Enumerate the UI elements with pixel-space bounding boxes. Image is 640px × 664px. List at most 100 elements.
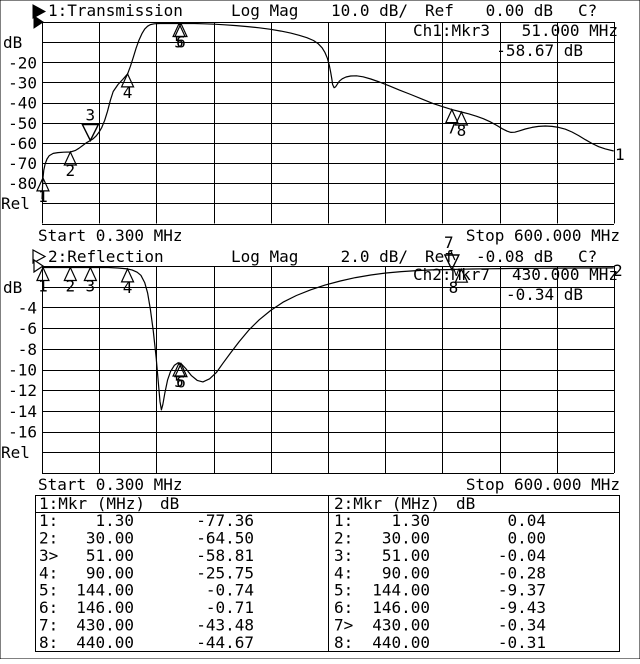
table-marker-db: -0.31 — [498, 633, 546, 652]
marker-7-label: 7 — [447, 119, 457, 138]
ch1-rel-label: Rel — [1, 194, 30, 213]
ch1-title: 1:Transmission — [48, 1, 183, 20]
ch2-start-freq: Start 0.300 MHz — [38, 475, 183, 494]
table-marker-freq: 90.00 — [382, 563, 430, 582]
marker-8-icon — [454, 110, 469, 126]
ch2-status-flag: C? — [578, 247, 597, 266]
marker-2-label: 2 — [66, 277, 76, 296]
marker-table-frame — [35, 495, 620, 652]
marker-1-icon — [36, 176, 50, 192]
table-marker-freq: 30.00 — [86, 528, 134, 547]
ch1-marker-readout-value: -58.67 dB — [496, 41, 583, 60]
ch2-rel-label: Rel — [1, 443, 30, 462]
ch1-ref-label: Ref — [425, 1, 454, 20]
marker-4-label: 4 — [123, 83, 133, 102]
trace-line — [42, 266, 614, 411]
marker-6-label: 6 — [176, 373, 186, 392]
active-marker-7-icon — [443, 254, 460, 272]
ch2-trace-number: 2 — [613, 261, 623, 280]
marker-1-label: 1 — [38, 187, 48, 206]
table-marker-db: -64.50 — [196, 528, 254, 547]
marker-3-label: 3 — [86, 106, 96, 125]
y-tick-label: -16 — [8, 423, 37, 442]
table-marker-freq: 30.00 — [382, 528, 430, 547]
y-tick-label: -60 — [8, 134, 37, 153]
ch2-marker-readout-label: Ch2:Mkr7 — [413, 265, 490, 284]
table-marker-freq: 1.30 — [95, 511, 134, 530]
table-marker-db: 0.00 — [507, 528, 546, 547]
table-marker-db: -0.74 — [206, 581, 254, 600]
marker-8-label: 8 — [449, 278, 459, 297]
y-tick-label: -20 — [8, 53, 37, 72]
table-marker-freq: 440.00 — [372, 633, 430, 652]
ch2-ref-label: Ref — [425, 247, 454, 266]
marker-table-col2-header: 2:Mkr (MHz) — [334, 494, 440, 513]
ch1-marker-readout-label: Ch1:Mkr3 — [413, 21, 490, 40]
table-marker-number: 4: — [334, 563, 353, 582]
marker-1-label: 1 — [38, 277, 48, 296]
y-tick-label: -6 — [18, 319, 37, 338]
marker-3-icon — [83, 266, 98, 282]
marker-2-icon — [63, 266, 78, 282]
marker-table-col2-unit: dB — [456, 494, 475, 513]
table-marker-db: -44.67 — [196, 633, 254, 652]
ch1-trace — [41, 22, 614, 200]
table-marker-number: 6: — [334, 598, 353, 617]
marker-table-rows: 1: 1.30 -77.36 2: 30.00 -64.50 3> 51.00 -58.81 4:… — [39, 511, 546, 652]
table-marker-freq: 430.00 — [372, 616, 430, 635]
ch2-marker-readout-freq: 430.000 MHz — [512, 265, 618, 284]
marker-8-icon — [454, 267, 469, 283]
marker-6-icon — [174, 362, 188, 378]
ch2-trace — [42, 266, 614, 411]
table-marker-db: -58.81 — [196, 546, 254, 565]
marker-2-icon — [63, 150, 78, 166]
y-tick-label: -12 — [8, 381, 37, 400]
y-tick-label: -30 — [8, 73, 37, 92]
table-marker-number: 7: — [39, 616, 58, 635]
y-tick-label: -80 — [8, 174, 37, 193]
table-marker-db: -0.71 — [206, 598, 254, 617]
y-tick-label: -50 — [8, 114, 37, 133]
table-marker-number: 3: — [334, 546, 353, 565]
table-marker-freq: 146.00 — [372, 598, 430, 617]
ch2-ref-level-icon — [33, 258, 45, 274]
ch2-y-axis-labels: -4 -6 -8 -10-12 -14 -16 — [8, 298, 37, 441]
table-marker-number: 6: — [39, 598, 58, 617]
ch2-ref-value: -0.08 dB — [476, 247, 553, 266]
y-tick-label: -14 — [8, 402, 37, 421]
marker-4-icon — [120, 267, 135, 283]
y-tick-label: -10 — [8, 361, 37, 380]
table-marker-db: -0.04 — [498, 546, 546, 565]
table-marker-number: 2: — [334, 528, 353, 547]
ch1-marker-readout-freq: 51.000 MHz — [522, 21, 618, 40]
table-marker-number: 1: — [334, 511, 353, 530]
ch2-title: 2:Reflection — [48, 247, 164, 266]
ch1-trace-number: 1 — [615, 145, 625, 164]
table-marker-db: -0.34 — [498, 616, 546, 635]
table-marker-number: 4: — [39, 563, 58, 582]
ch1-ref-level-icon — [33, 15, 44, 29]
ch2-channel-icon — [32, 248, 47, 265]
table-marker-number: 1: — [39, 511, 58, 530]
table-marker-freq: 146.00 — [76, 598, 134, 617]
y-tick-label: -70 — [8, 154, 37, 173]
ch2-scale-value: 2.0 dB/ — [341, 247, 408, 266]
table-marker-number: 8: — [39, 633, 58, 652]
marker-7-label: 7 — [444, 233, 454, 252]
table-marker-number: 5: — [39, 581, 58, 600]
table-marker-number: 7> — [334, 616, 353, 635]
ch1-ref-value: 0.00 dB — [486, 1, 553, 20]
marker-table-col1-header: 1:Mkr (MHz) — [39, 494, 145, 513]
table-marker-number: 8: — [334, 633, 353, 652]
ch2-stop-freq: Stop 600.000 MHz — [466, 475, 620, 494]
ch2-graticule — [42, 266, 615, 474]
ch2-marker-readout-value: -0.34 dB — [506, 285, 583, 304]
y-tick-label: -40 — [8, 94, 37, 113]
marker-2-label: 2 — [66, 161, 76, 180]
ch2-format-label: Log Mag — [231, 247, 298, 266]
table-marker-freq: 51.00 — [382, 546, 430, 565]
table-marker-freq: 90.00 — [86, 563, 134, 582]
